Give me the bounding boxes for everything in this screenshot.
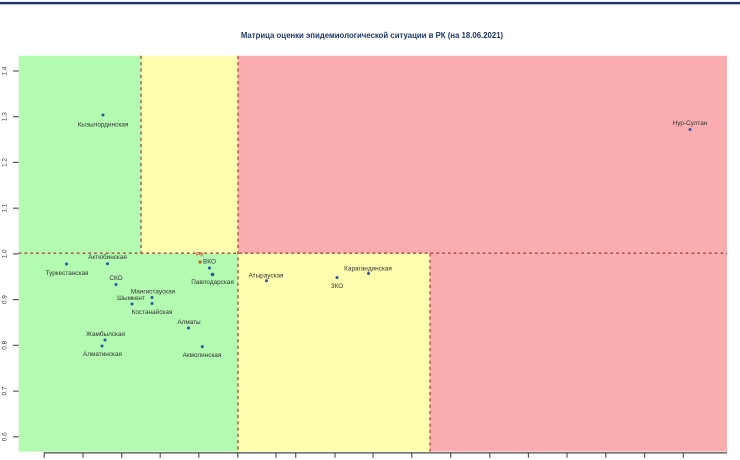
svg-text:Алматы: Алматы (177, 319, 201, 326)
svg-text:Туркестанская: Туркестанская (46, 270, 89, 277)
svg-text:Шымкент: Шымкент (117, 295, 145, 302)
svg-text:Мангистауская: Мангистауская (131, 289, 176, 296)
svg-text:Алматинская: Алматинская (83, 351, 123, 358)
svg-text:Актюбинская: Актюбинская (88, 253, 127, 261)
svg-text:Акмолинская: Акмолинская (183, 352, 222, 359)
svg-text:РК: РК (196, 252, 204, 259)
svg-text:1.2: 1.2 (1, 158, 8, 167)
svg-text:Карагандинская: Карагандинская (344, 265, 392, 272)
svg-text:1.0: 1.0 (1, 249, 8, 258)
svg-text:Кызылординская: Кызылординская (78, 121, 129, 128)
svg-text:Жамбылская: Жамбылская (86, 330, 126, 338)
svg-text:ЗКО: ЗКО (331, 283, 344, 290)
svg-text:Атырауская: Атырауская (249, 272, 284, 279)
svg-text:0.8: 0.8 (1, 340, 8, 349)
svg-text:1.3: 1.3 (1, 112, 8, 121)
svg-text:0.9: 0.9 (1, 295, 8, 304)
svg-text:Матрица оценки эпидемиологичес: Матрица оценки эпидемиологической ситуац… (241, 31, 504, 40)
svg-text:Костанайская: Костанайская (132, 308, 173, 316)
svg-text:0.6: 0.6 (1, 432, 8, 441)
svg-text:0.7: 0.7 (1, 386, 8, 395)
svg-text:Нур-Султан: Нур-Султан (673, 120, 708, 127)
svg-text:1.1: 1.1 (1, 203, 8, 212)
svg-text:Павлодарская: Павлодарская (191, 279, 234, 286)
svg-text:ВКО: ВКО (203, 259, 216, 266)
svg-text:1.4: 1.4 (1, 66, 8, 75)
svg-text:СКО: СКО (109, 275, 122, 282)
